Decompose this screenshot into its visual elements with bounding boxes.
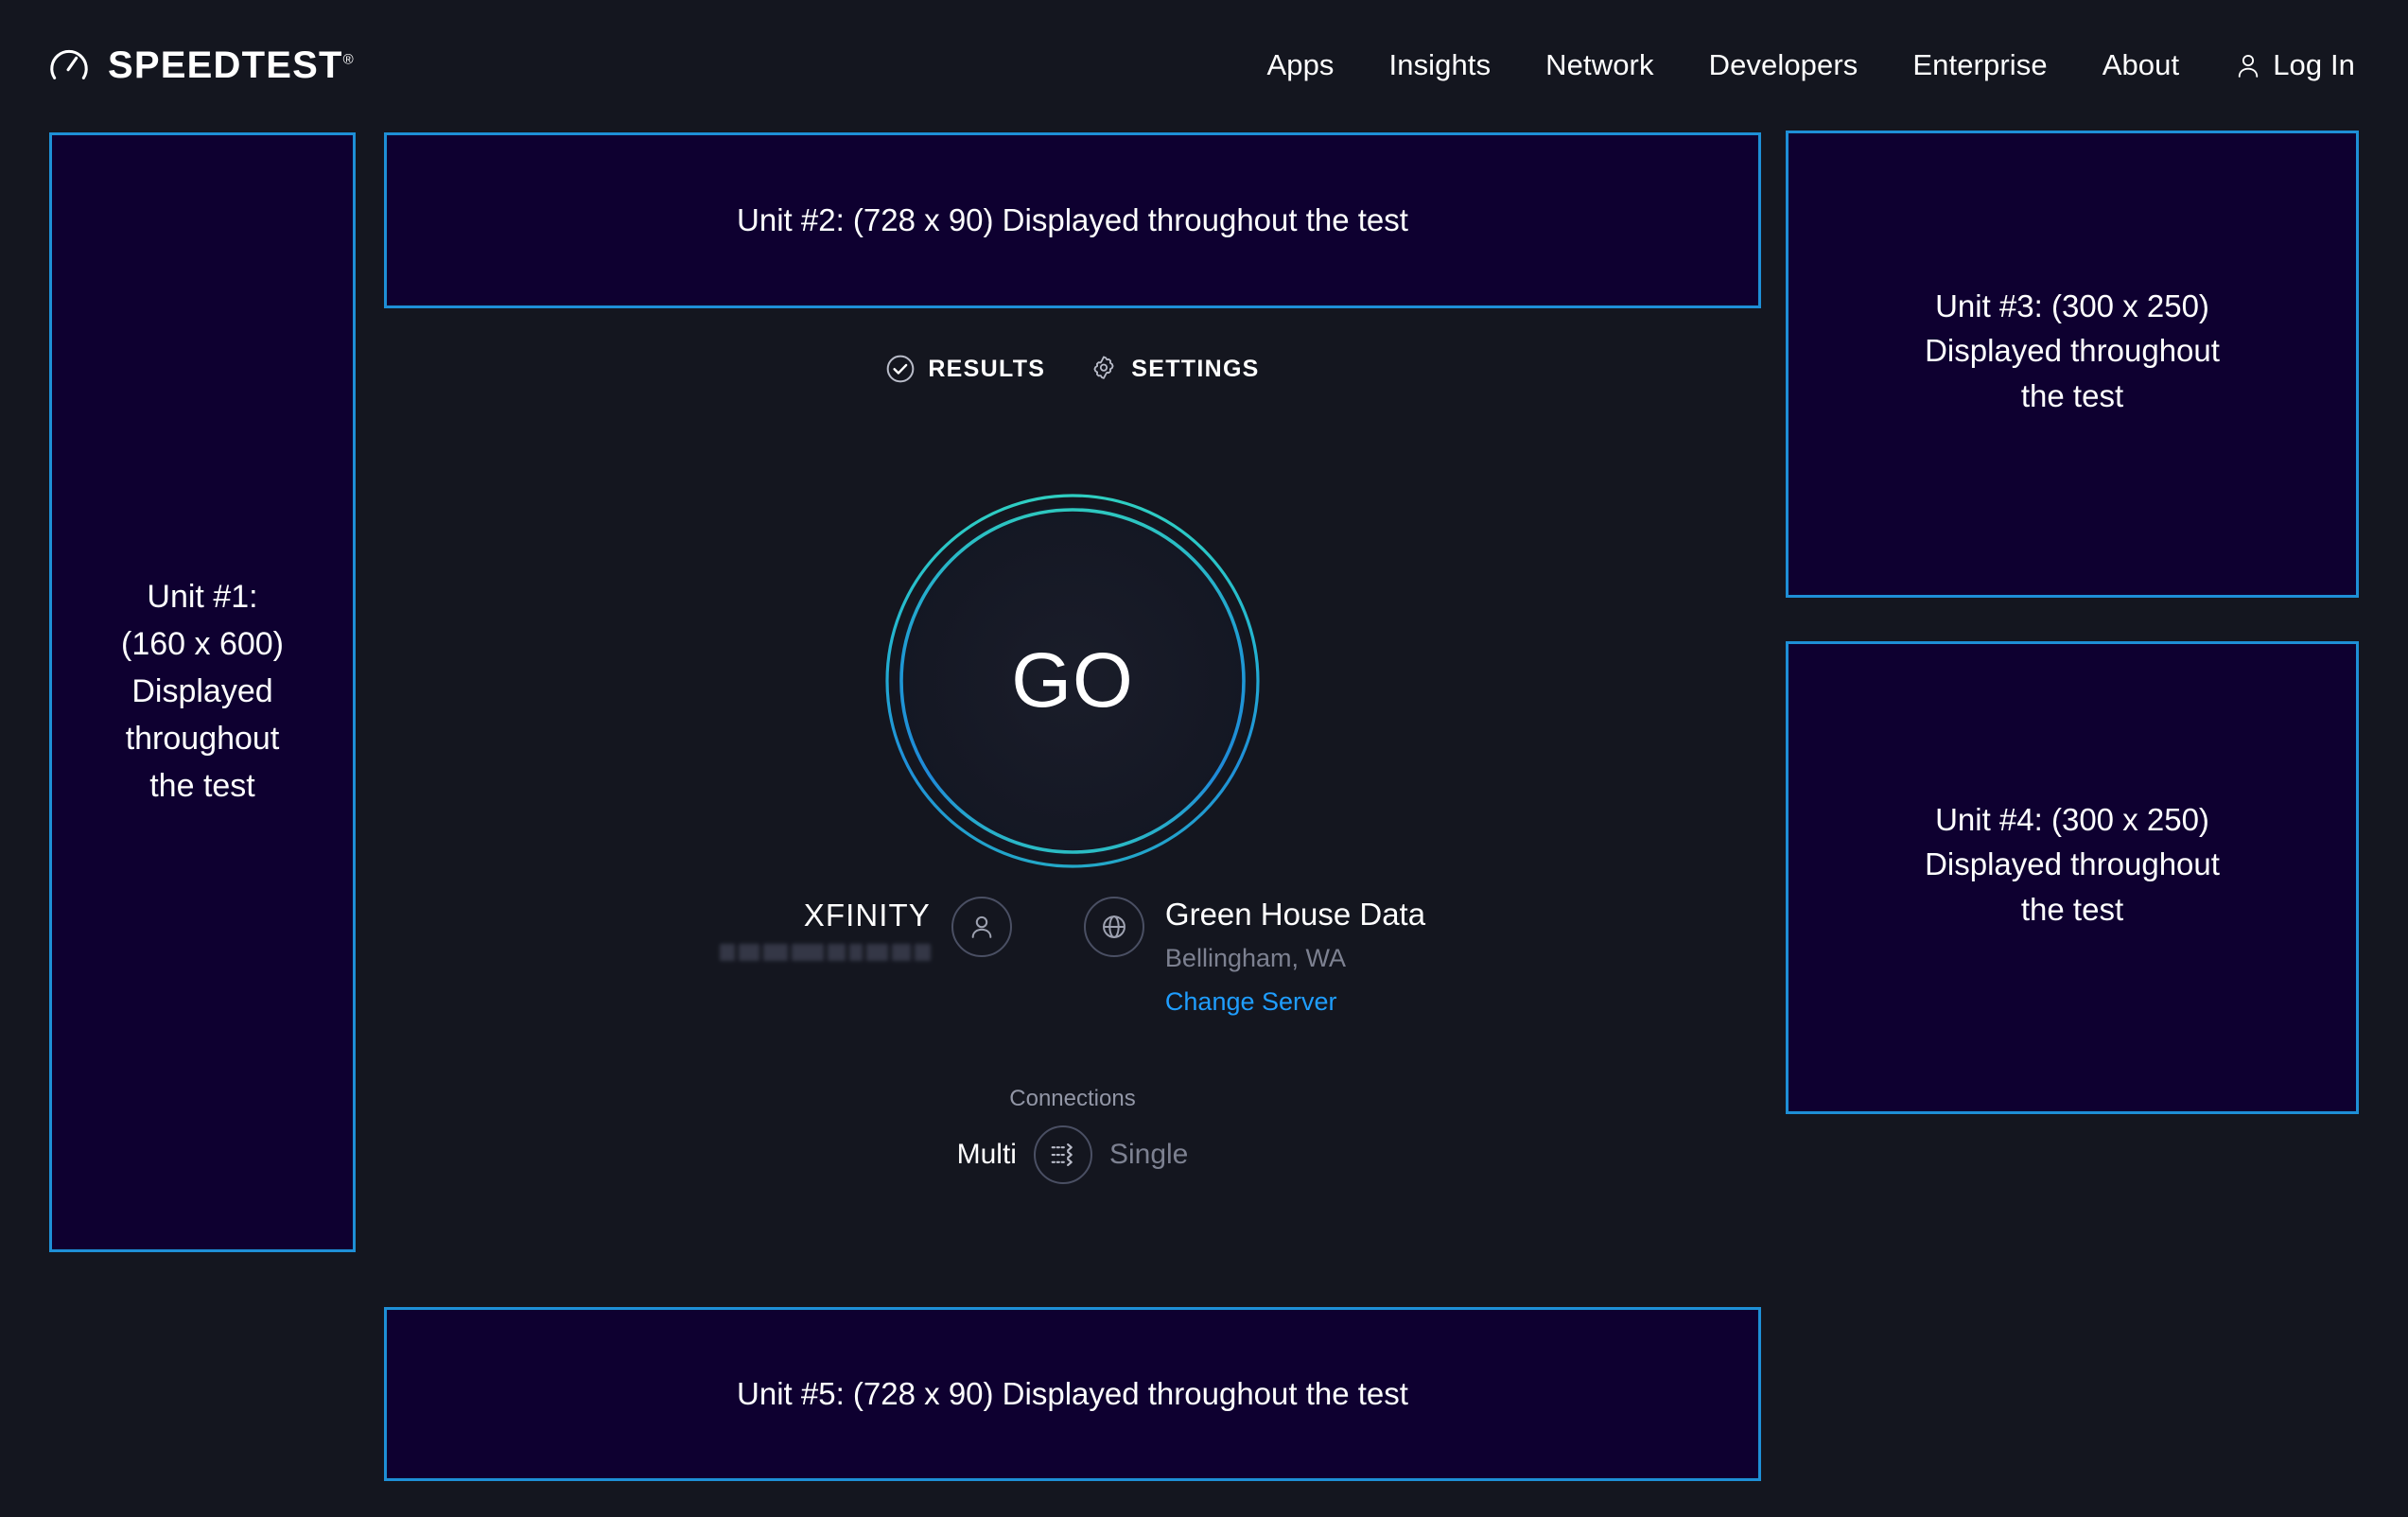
ad-unit-1[interactable]: Unit #1: (160 x 600) Displayed throughou… bbox=[49, 132, 356, 1252]
results-label: RESULTS bbox=[928, 355, 1046, 382]
settings-button[interactable]: SETTINGS bbox=[1089, 354, 1259, 384]
settings-label: SETTINGS bbox=[1131, 355, 1260, 382]
ad-unit-4[interactable]: Unit #4: (300 x 250) Displayed throughou… bbox=[1786, 641, 2359, 1114]
nav-item-enterprise[interactable]: Enterprise bbox=[1912, 48, 2048, 81]
ad-unit-1-text: Unit #1: (160 x 600) Displayed throughou… bbox=[121, 579, 284, 804]
ad-unit-5-text: Unit #5: (728 x 90) Displayed throughout… bbox=[737, 1376, 1408, 1412]
ad-unit-2[interactable]: Unit #2: (728 x 90) Displayed throughout… bbox=[384, 132, 1761, 308]
server-globe bbox=[1083, 897, 1144, 957]
login-label: Log In bbox=[2273, 48, 2355, 81]
connections-toggle: Multi Single bbox=[956, 1125, 1189, 1184]
site-header: SPEEDTEST® Apps Insights Network Develop… bbox=[0, 0, 2408, 131]
arrows-multi-icon bbox=[1047, 1139, 1079, 1171]
connections-section: Connections Multi Sin bbox=[384, 1086, 1761, 1184]
speedtest-logo[interactable]: SPEEDTEST® bbox=[47, 44, 354, 87]
nav-item-about[interactable]: About bbox=[2102, 48, 2180, 81]
connections-toggle-button[interactable] bbox=[1033, 1125, 1092, 1184]
results-button[interactable]: RESULTS bbox=[885, 354, 1045, 384]
check-circle-icon bbox=[885, 354, 916, 384]
connections-single-label[interactable]: Single bbox=[1108, 1139, 1189, 1170]
connections-title: Connections bbox=[1009, 1086, 1136, 1111]
isp-ip-address-redacted bbox=[719, 944, 931, 967]
ad-unit-5[interactable]: Unit #5: (728 x 90) Displayed throughout… bbox=[384, 1307, 1761, 1481]
isp-avatar bbox=[951, 897, 1012, 957]
nav-item-insights[interactable]: Insights bbox=[1388, 48, 1492, 81]
isp-name: XFINITY bbox=[803, 898, 931, 933]
logo-trademark: ® bbox=[342, 51, 354, 68]
speedtest-panel: RESULTS SETTINGS bbox=[384, 308, 1761, 1307]
person-icon bbox=[2234, 51, 2262, 79]
ad-unit-2-text: Unit #2: (728 x 90) Displayed throughout… bbox=[737, 202, 1408, 238]
globe-icon bbox=[1099, 912, 1129, 942]
person-icon bbox=[967, 912, 997, 942]
nav-item-developers[interactable]: Developers bbox=[1708, 48, 1858, 81]
server-texts: Green House Data Bellingham, WA Change S… bbox=[1165, 893, 1425, 1018]
isp-texts: XFINITY bbox=[719, 893, 931, 967]
ad-unit-3[interactable]: Unit #3: (300 x 250) Displayed throughou… bbox=[1786, 131, 2359, 598]
go-button-rings bbox=[885, 494, 1260, 868]
speedometer-icon bbox=[47, 44, 91, 87]
connections-multi-label[interactable]: Multi bbox=[956, 1139, 1017, 1170]
nav-item-network[interactable]: Network bbox=[1545, 48, 1654, 81]
go-button-label[interactable]: GO bbox=[1011, 637, 1134, 724]
server-name: Green House Data bbox=[1164, 897, 1426, 932]
main-navigation: Apps Insights Network Developers Enterpr… bbox=[1239, 0, 2355, 131]
server-location: Bellingham, WA bbox=[1164, 943, 1346, 972]
server-block: Green House Data Bellingham, WA Change S… bbox=[1083, 893, 1425, 1018]
action-row: RESULTS SETTINGS bbox=[384, 354, 1761, 384]
change-server-link[interactable]: Change Server bbox=[1164, 987, 1337, 1017]
login-button[interactable]: Log In bbox=[2207, 48, 2355, 82]
isp-block: XFINITY bbox=[719, 893, 1012, 967]
ad-unit-4-text: Unit #4: (300 x 250) Displayed throughou… bbox=[1925, 802, 2220, 927]
logo-text: SPEEDTEST® bbox=[108, 44, 354, 87]
logo-wordmark: SPEEDTEST bbox=[108, 44, 343, 86]
ad-unit-3-text: Unit #3: (300 x 250) Displayed throughou… bbox=[1925, 288, 2220, 413]
nav-item-apps[interactable]: Apps bbox=[1266, 48, 1335, 81]
gear-icon bbox=[1089, 354, 1119, 384]
connection-info-row: XFINITY bbox=[384, 893, 1761, 1018]
go-button[interactable]: GO bbox=[883, 492, 1262, 870]
